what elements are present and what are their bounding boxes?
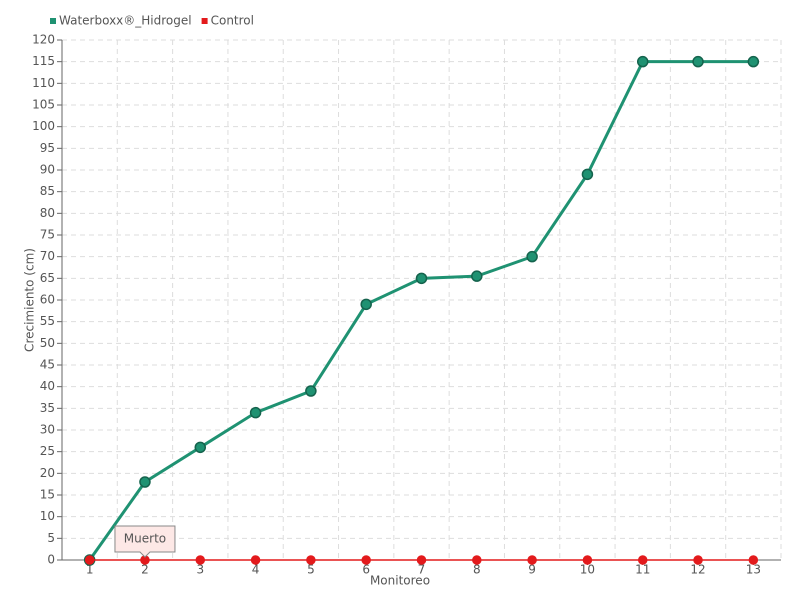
data-point: [748, 555, 759, 565]
y-tick-label: 100: [32, 119, 55, 133]
data-point: [526, 250, 538, 263]
y-tick-label: 105: [32, 98, 55, 112]
y-tick-label: 30: [40, 423, 55, 437]
x-tick-label: 13: [746, 563, 761, 577]
y-tick-label: 55: [40, 314, 55, 328]
data-point: [582, 555, 593, 565]
y-tick-label: 45: [40, 358, 55, 372]
y-tick-label: 95: [40, 141, 55, 155]
x-axis-label: Monitoreo: [370, 574, 430, 588]
y-tick-label: 35: [40, 401, 55, 415]
y-tick-label: 20: [40, 466, 55, 480]
tooltip-text: Muerto: [124, 532, 166, 546]
data-point: [195, 555, 206, 565]
data-point: [693, 555, 703, 565]
x-tick-label: 10: [580, 563, 595, 577]
data-point: [471, 270, 483, 282]
legend-label: Control: [211, 14, 254, 28]
data-point: [636, 55, 649, 68]
data-point: [527, 555, 537, 565]
y-tick-label: 50: [40, 336, 55, 350]
y-tick-label: 70: [40, 249, 55, 263]
y-tick-label: 90: [40, 163, 55, 177]
data-point: [416, 555, 427, 565]
y-tick-label: 75: [40, 228, 55, 242]
y-tick-label: 115: [32, 54, 55, 68]
legend-swatch: [201, 18, 208, 24]
x-tick-label: 12: [690, 563, 705, 577]
x-tick-label: 7: [418, 563, 426, 577]
x-tick-label: 4: [252, 563, 260, 577]
data-point: [472, 555, 482, 565]
tooltip: Muerto: [114, 525, 176, 558]
y-tick-label: 10: [40, 509, 55, 523]
series-line: [88, 60, 754, 561]
y-tick-label: 25: [40, 444, 55, 458]
y-axis-label: Crecimiento (cm): [23, 248, 37, 352]
data-point: [692, 55, 704, 68]
y-tick-label: 80: [40, 206, 55, 220]
x-tick-label: 2: [141, 563, 149, 577]
x-tick-label: 8: [473, 563, 481, 577]
x-tick-label: 6: [362, 563, 370, 577]
tooltip-box: [114, 525, 176, 558]
legend-swatch: [50, 18, 56, 24]
data-point: [581, 168, 594, 181]
data-point: [84, 555, 95, 565]
x-tick-label: 1: [86, 563, 94, 577]
data-point: [361, 555, 371, 565]
data-point: [249, 406, 262, 419]
data-point: [747, 55, 760, 68]
x-tick-label: 3: [196, 563, 204, 577]
x-tick-label: 5: [307, 563, 315, 577]
data-point: [139, 476, 151, 488]
y-tick-label: 0: [47, 553, 55, 567]
y-tick-label: 40: [40, 379, 55, 393]
data-point: [415, 272, 428, 285]
data-point: [637, 555, 648, 565]
data-point: [360, 298, 372, 311]
y-tick-label: 15: [40, 488, 55, 502]
y-tick-label: 110: [32, 76, 55, 90]
y-tick-label: 120: [32, 33, 55, 47]
x-tick-label: 9: [528, 563, 536, 577]
y-tick-label: 65: [40, 271, 55, 285]
y-tick-label: 85: [40, 184, 55, 198]
data-point: [250, 555, 261, 565]
y-tick-label: 5: [47, 531, 55, 545]
y-tick-label: 60: [40, 293, 55, 307]
x-tick-label: 11: [635, 563, 650, 577]
legend-label: Waterboxx®_Hidrogel: [59, 14, 192, 28]
data-point: [194, 441, 207, 454]
data-point: [306, 555, 316, 565]
data-point: [305, 385, 317, 397]
